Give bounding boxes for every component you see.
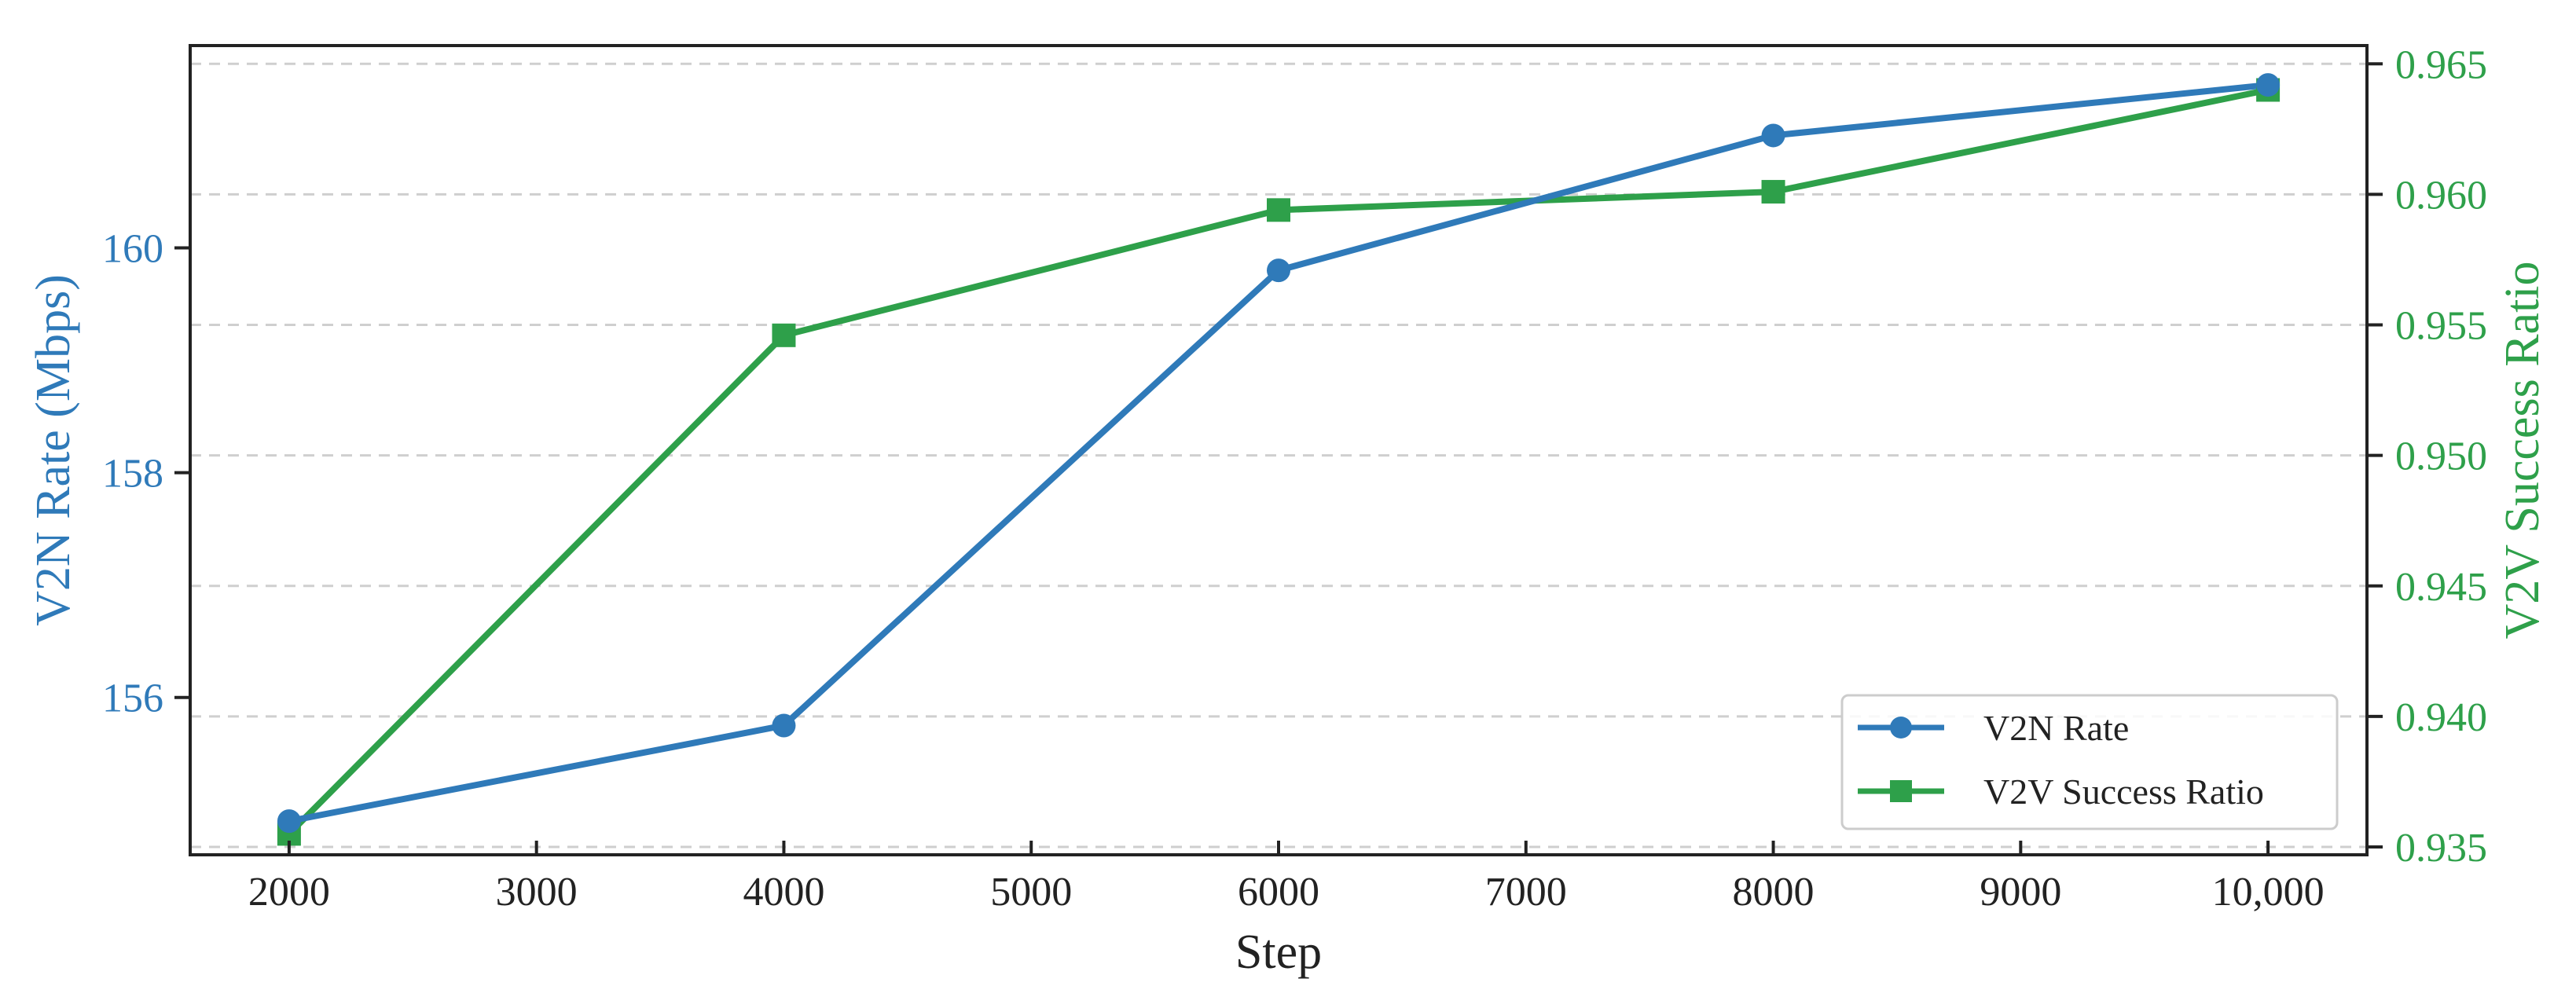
x-tick-label: 10,000	[2212, 870, 2325, 915]
y-right-tick-label: 0.945	[2395, 565, 2487, 610]
x-tick-label: 5000	[990, 870, 1072, 915]
series-1-point	[1761, 180, 1785, 204]
legend-box	[1840, 694, 2339, 830]
y-right-tick-label: 0.935	[2395, 826, 2487, 871]
legend-swatch-v2v-marker	[1890, 780, 1912, 802]
series-0-point	[1761, 123, 1785, 148]
y-right-tick-label: 0.940	[2395, 695, 2487, 740]
y-right-tick-label: 0.950	[2395, 434, 2487, 479]
series-1-point	[772, 323, 796, 347]
y-right-tick-label: 0.965	[2395, 42, 2487, 87]
y-axis-left: 156 158 160	[102, 227, 190, 721]
x-tick-label: 6000	[1238, 870, 1319, 915]
x-axis: 2000 3000 4000 5000 6000 7000 8000 9000 10,000	[248, 841, 2325, 915]
y-axis-right-title: V2V Success Ratio	[2496, 261, 2549, 639]
legend-label-v2n: V2N Rate	[1983, 708, 2129, 748]
x-tick-label: 2000	[248, 870, 330, 915]
series-0-point	[1267, 258, 1290, 283]
y-axis-right: 0.935 0.940 0.945 0.950 0.955 0.960 0.965	[2367, 42, 2487, 871]
legend-swatch-v2n-marker	[1890, 717, 1912, 739]
series-0-point	[2256, 73, 2281, 97]
y-left-tick-label: 158	[102, 452, 163, 497]
x-tick-label: 7000	[1485, 870, 1567, 915]
series-0-point	[772, 713, 796, 738]
series-1-point	[1267, 198, 1290, 222]
x-tick-label: 8000	[1733, 870, 1815, 915]
y-right-tick-label: 0.960	[2395, 173, 2487, 218]
legend-label-v2v: V2V Success Ratio	[1983, 772, 2264, 812]
series-0-point	[277, 809, 301, 834]
series-layer	[277, 73, 2281, 846]
x-tick-label: 3000	[496, 870, 578, 915]
x-tick-label: 9000	[1980, 870, 2061, 915]
y-left-tick-label: 160	[102, 227, 163, 272]
y-axis-left-title: V2N Rate (Mbps)	[27, 274, 80, 626]
y-left-tick-label: 156	[102, 676, 163, 721]
x-tick-label: 4000	[743, 870, 824, 915]
y-right-tick-label: 0.955	[2395, 304, 2487, 349]
x-axis-title: Step	[1235, 926, 1322, 979]
legend: V2N Rate V2V Success Ratio	[1840, 694, 2339, 830]
